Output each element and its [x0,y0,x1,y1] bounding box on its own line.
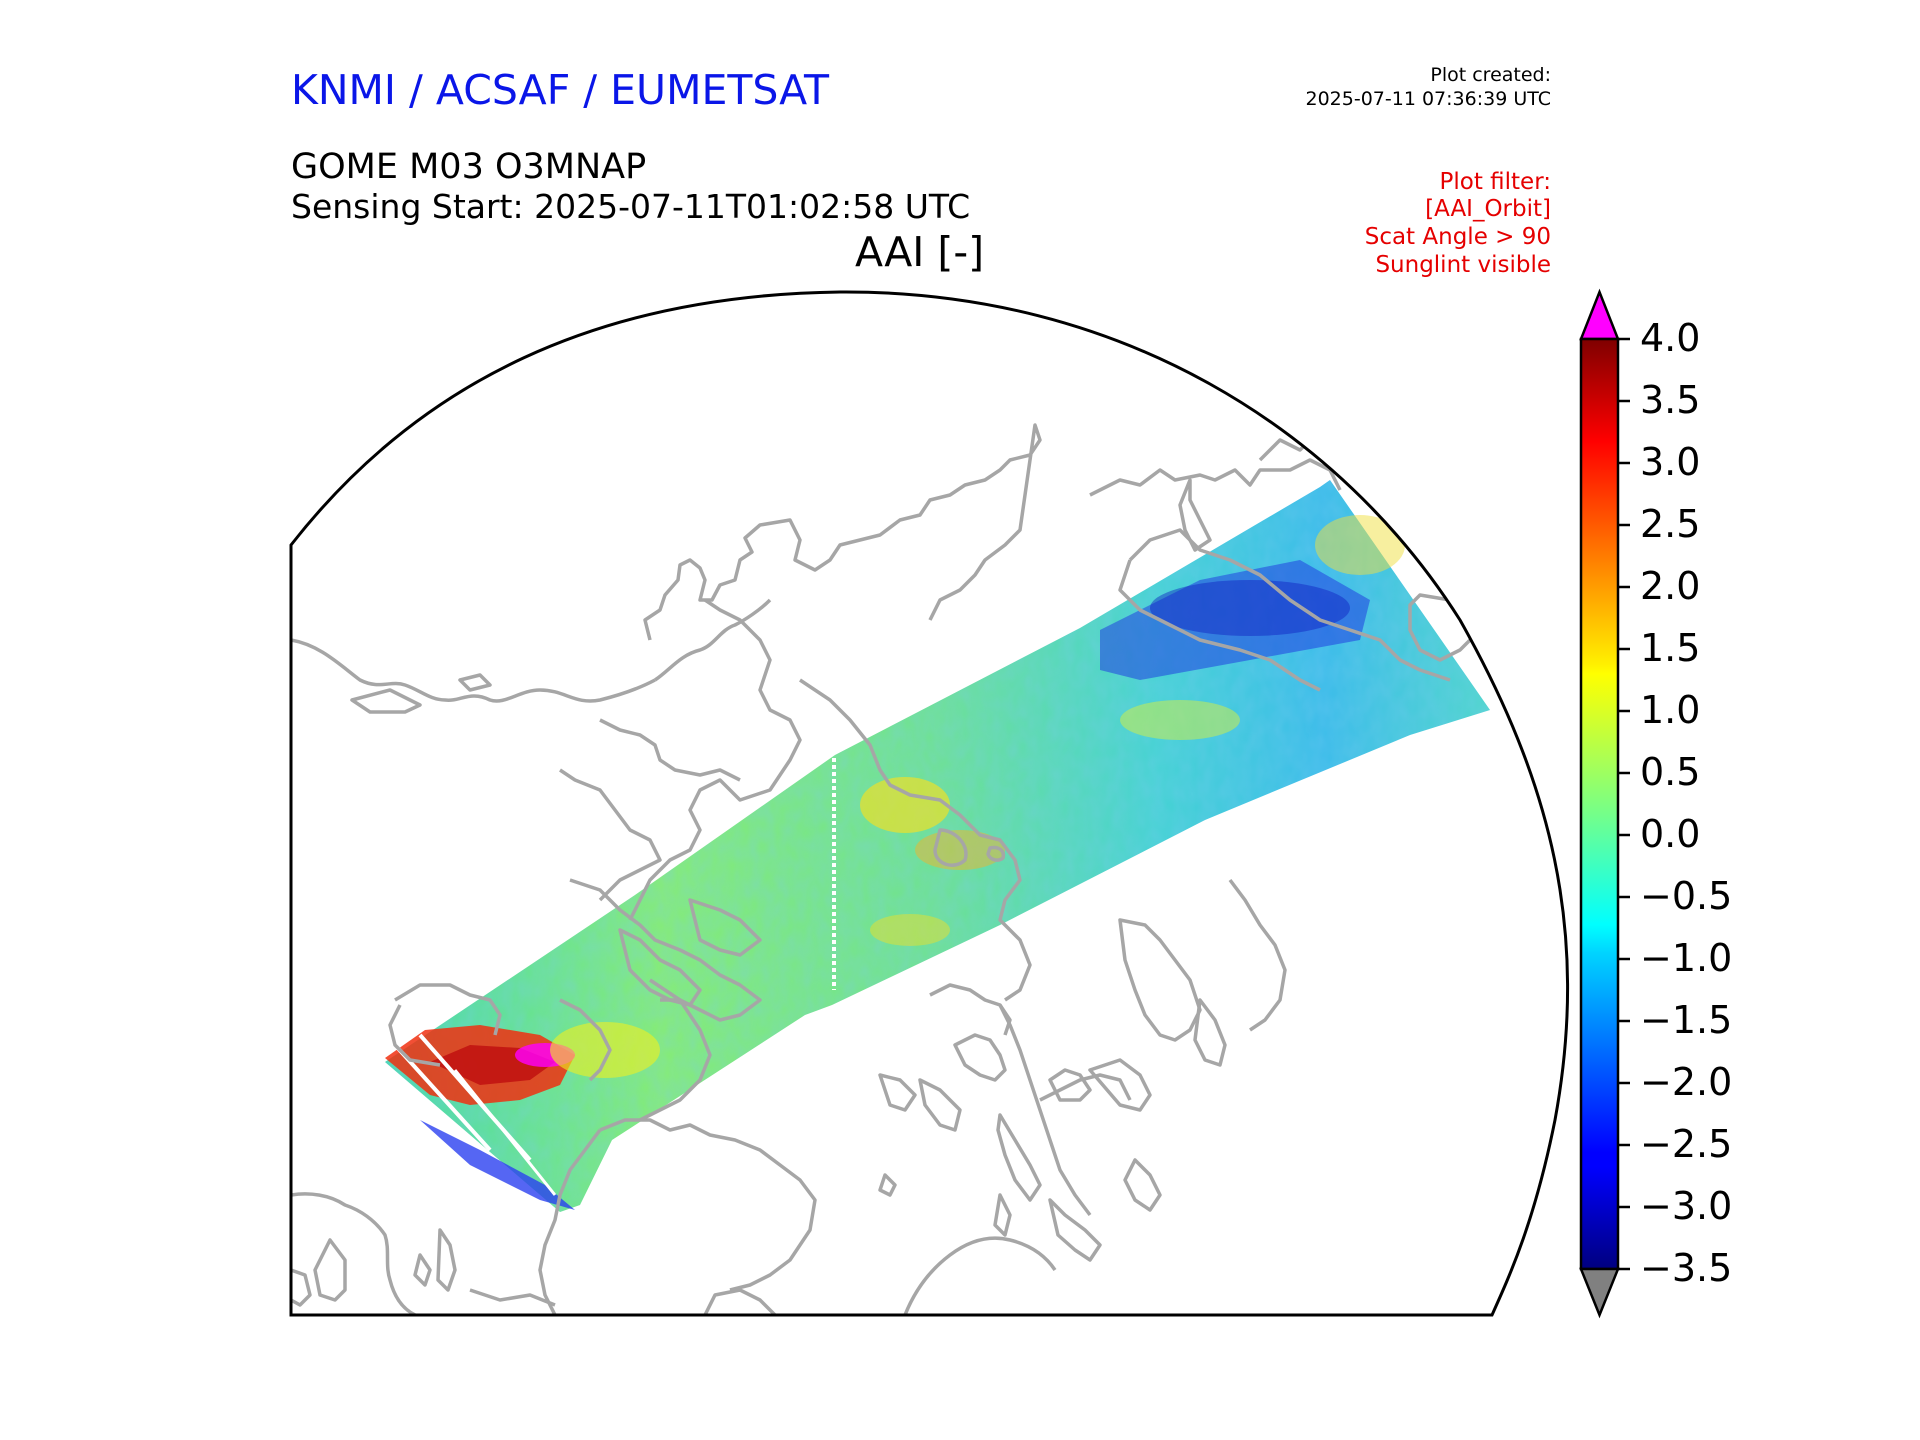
filter-sunglint: Sunglint visible [1375,252,1551,278]
sensing-start: Sensing Start: 2025-07-11T01:02:58 UTC [291,187,971,226]
filter-scat-angle: Scat Angle > 90 [1364,224,1551,250]
colorbar-over-triangle [1579,288,1620,341]
colorbar-tick-label: 2.0 [1640,564,1701,608]
organization-title: KNMI / ACSAF / EUMETSAT [291,66,830,114]
colorbar-tick-label: −1.5 [1640,998,1733,1042]
coastlines [291,423,1482,1315]
colorbar-tick-label: 0.0 [1640,812,1701,856]
plot-created-label: Plot created: [1430,64,1551,86]
colorbar-gradient [1579,337,1620,1271]
colorbar-tick-label: 0.5 [1640,750,1701,794]
colorbar-tick-label: 2.5 [1640,502,1701,546]
colorbar-tick-label: −3.0 [1640,1184,1733,1228]
colorbar-under-triangle [1579,1267,1620,1319]
colorbar-tick-label: −2.0 [1640,1060,1733,1104]
product-name: GOME M03 O3MNAP [291,147,647,187]
colorbar-tick-label: −0.5 [1640,874,1733,918]
plot-created-time: 2025-07-11 07:36:39 UTC [1305,88,1552,110]
colorbar-tick-label: 1.5 [1640,626,1701,670]
colorbar-tick-label: 1.0 [1640,688,1701,732]
colorbar-tick-label: 4.0 [1640,316,1701,360]
colorbar-tick-label: 3.0 [1640,440,1701,484]
colorbar-tick-label: −1.0 [1640,936,1733,980]
colorbar-tick-label: −2.5 [1640,1122,1733,1166]
colorbar-tick-label: −3.5 [1640,1246,1733,1290]
filter-label: Plot filter: [1439,169,1551,195]
map-boundary [289,290,1570,1317]
variable-title: AAI [-] [855,228,985,276]
colorbar-tick-label: 3.5 [1640,378,1701,422]
filter-name: [AAI_Orbit] [1425,196,1551,222]
colorbar-ticks [1618,337,1630,1271]
